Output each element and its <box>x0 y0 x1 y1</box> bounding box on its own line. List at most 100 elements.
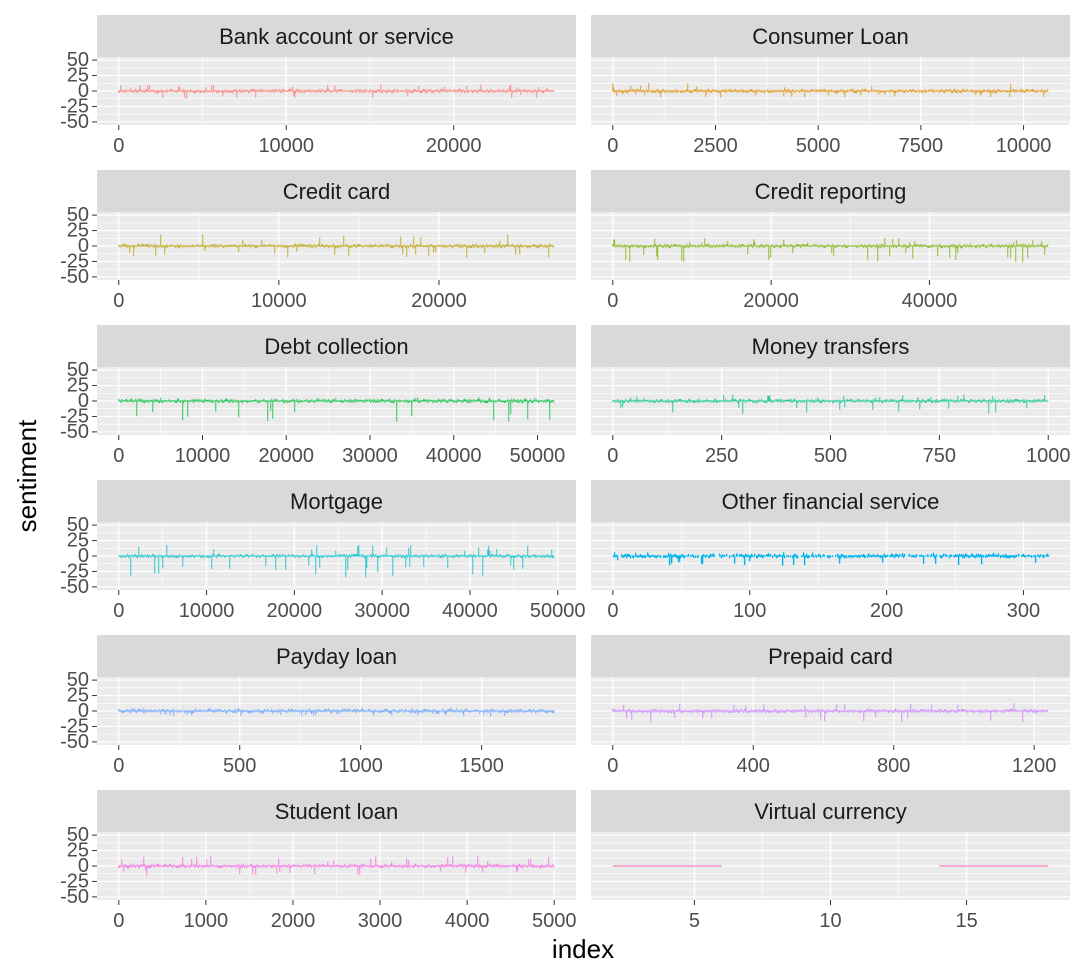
x-tick-label: 40000 <box>426 445 482 467</box>
x-tick-label: 30000 <box>342 445 398 467</box>
x-tick-label: 0 <box>607 135 618 157</box>
y-tick-label: 50 <box>67 514 89 536</box>
sentiment-bars <box>118 707 555 717</box>
facet-strip <box>591 15 1070 57</box>
facet-label: Mortgage <box>290 489 383 514</box>
y-tick-label: 25 <box>67 65 89 87</box>
facet-label: Consumer Loan <box>752 24 909 49</box>
y-tick-label: -50 <box>60 576 89 598</box>
y-tick-label: -25 <box>60 560 89 582</box>
x-tick-label: 50000 <box>510 445 566 467</box>
y-tick-label: -50 <box>60 886 89 908</box>
x-tick-label: 250 <box>705 445 738 467</box>
panel-credit-reporting: Credit reporting 0 20000 40000 <box>591 170 1070 312</box>
x-tick-label: 40000 <box>442 600 498 622</box>
x-tick-label: 0 <box>113 445 124 467</box>
x-tick-label: 10000 <box>258 135 314 157</box>
facet-strip <box>591 325 1070 367</box>
x-tick-label: 0 <box>113 910 124 932</box>
x-tick-label: 10000 <box>175 445 231 467</box>
sentiment-bars <box>118 234 555 258</box>
x-tick-label: 1000 <box>1026 445 1071 467</box>
facet-strip <box>591 170 1070 212</box>
x-tick-label: 0 <box>607 600 618 622</box>
x-tick-label: 0 <box>113 135 124 157</box>
sentiment-bars <box>612 394 1049 414</box>
x-tick-label: 0 <box>607 755 618 777</box>
facet-strip <box>97 170 576 212</box>
panel-prepaid-card: Prepaid card 0 400 800 1200 <box>591 635 1070 777</box>
y-tick-label: 50 <box>67 669 89 691</box>
panel-money-transfers: Money transfers 0 250 500 750 1000 <box>591 325 1070 467</box>
sentiment-bar <box>612 865 722 867</box>
y-tick-label: 0 <box>78 855 89 877</box>
x-tick-label: 30000 <box>354 600 410 622</box>
x-tick-label: 1200 <box>1012 755 1057 777</box>
x-axis-title: index <box>552 934 614 964</box>
x-tick-label: 0 <box>113 600 124 622</box>
y-tick-label: 50 <box>67 359 89 381</box>
sentiment-bars <box>612 83 1049 98</box>
y-tick-label: 0 <box>78 700 89 722</box>
y-tick-label: 25 <box>67 840 89 862</box>
facet-strip <box>591 790 1070 832</box>
y-tick-label: 25 <box>67 220 89 242</box>
facet-label: Money transfers <box>752 334 910 359</box>
y-tick-label: -50 <box>60 266 89 288</box>
facet-label: Payday loan <box>276 644 397 669</box>
x-tick-label: 5 <box>689 910 700 932</box>
sentiment-bars <box>118 397 555 422</box>
x-tick-label: 500 <box>223 755 256 777</box>
y-tick-label: 0 <box>78 390 89 412</box>
x-tick-label: 2500 <box>693 135 738 157</box>
x-tick-label: 3000 <box>358 910 403 932</box>
x-tick-label: 10000 <box>996 135 1052 157</box>
y-tick-label: 50 <box>67 204 89 226</box>
x-tick-label: 750 <box>923 445 956 467</box>
x-tick-label: 500 <box>814 445 847 467</box>
sentiment-bars <box>612 552 1050 566</box>
x-tick-label: 20000 <box>411 290 467 312</box>
facet-strip <box>97 15 576 57</box>
x-tick-label: 0 <box>113 290 124 312</box>
facet-label: Debt collection <box>264 334 408 359</box>
y-tick-label: -25 <box>60 250 89 272</box>
sentiment-bar <box>939 865 1049 867</box>
x-tick-label: 2000 <box>271 910 316 932</box>
y-tick-label: 25 <box>67 530 89 552</box>
x-tick-label: 20000 <box>743 290 799 312</box>
y-tick-label: -50 <box>60 731 89 753</box>
y-tick-label: -50 <box>60 111 89 133</box>
x-tick-label: 10000 <box>251 290 307 312</box>
sentiment-bars <box>118 545 555 578</box>
y-tick-label: -50 <box>60 421 89 443</box>
y-tick-label: 0 <box>78 235 89 257</box>
x-tick-label: 200 <box>870 600 903 622</box>
facet-label: Other financial service <box>722 489 940 514</box>
x-tick-label: 300 <box>1007 600 1040 622</box>
x-tick-label: 20000 <box>426 135 482 157</box>
x-tick-label: 5000 <box>796 135 841 157</box>
x-tick-label: 50000 <box>530 600 586 622</box>
x-tick-label: 800 <box>877 755 910 777</box>
facet-strip <box>97 790 576 832</box>
y-tick-label: 0 <box>78 80 89 102</box>
x-tick-label: 10 <box>819 910 841 932</box>
x-tick-label: 0 <box>113 755 124 777</box>
x-tick-label: 20000 <box>267 600 323 622</box>
y-tick-label: -25 <box>60 405 89 427</box>
y-tick-label: -25 <box>60 870 89 892</box>
facet-label: Credit reporting <box>755 179 907 204</box>
y-tick-label: 25 <box>67 685 89 707</box>
x-tick-label: 100 <box>733 600 766 622</box>
x-tick-label: 4000 <box>445 910 490 932</box>
panel-consumer-loan: Consumer Loan 0 2500 5000 7500 10000 <box>591 15 1070 157</box>
facet-label: Student loan <box>275 799 399 824</box>
x-tick-label: 5000 <box>532 910 577 932</box>
